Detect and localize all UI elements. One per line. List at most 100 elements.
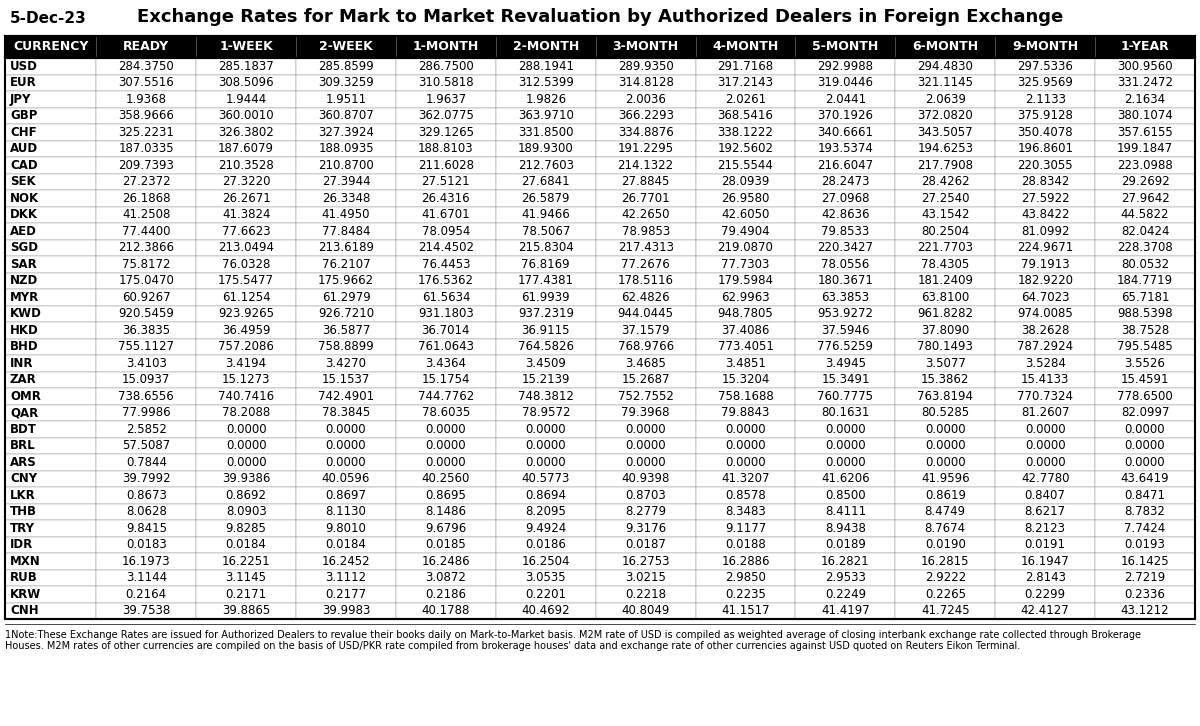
Text: 77.9986: 77.9986: [122, 407, 170, 419]
Bar: [197, 355, 296, 372]
Bar: [796, 355, 895, 372]
Text: 182.9220: 182.9220: [1018, 274, 1073, 287]
Text: 78.2088: 78.2088: [222, 407, 270, 419]
Bar: [197, 338, 296, 355]
Bar: [696, 470, 796, 487]
Text: 2.0441: 2.0441: [824, 93, 866, 106]
Text: 2.1634: 2.1634: [1124, 93, 1165, 106]
Text: SEK: SEK: [10, 175, 36, 188]
Text: 16.2815: 16.2815: [922, 555, 970, 568]
Text: 187.0335: 187.0335: [119, 142, 174, 155]
Text: 228.3708: 228.3708: [1117, 241, 1172, 254]
Text: 920.5459: 920.5459: [119, 307, 174, 320]
Text: 0.0188: 0.0188: [725, 538, 766, 551]
Text: 26.2671: 26.2671: [222, 192, 270, 205]
Bar: [696, 388, 796, 404]
Bar: [595, 256, 696, 272]
Text: 15.3491: 15.3491: [821, 373, 870, 386]
Text: 360.0010: 360.0010: [218, 109, 274, 122]
Bar: [696, 537, 796, 553]
Bar: [1096, 256, 1195, 272]
Text: 1.9368: 1.9368: [126, 93, 167, 106]
Bar: [296, 58, 396, 75]
Text: 770.7324: 770.7324: [1018, 390, 1073, 403]
Text: 81.0992: 81.0992: [1021, 225, 1069, 237]
Bar: [496, 421, 595, 438]
Bar: [296, 206, 396, 223]
Bar: [796, 289, 895, 306]
Bar: [5, 272, 96, 289]
Text: 191.2295: 191.2295: [618, 142, 673, 155]
Bar: [1096, 75, 1195, 91]
Text: 370.1926: 370.1926: [817, 109, 874, 122]
Text: 8.0628: 8.0628: [126, 505, 167, 518]
Text: 220.3427: 220.3427: [817, 241, 874, 254]
Text: 787.2924: 787.2924: [1018, 340, 1073, 354]
Text: 38.7528: 38.7528: [1121, 324, 1169, 337]
Bar: [696, 421, 796, 438]
Bar: [197, 91, 296, 107]
Text: 0.2186: 0.2186: [426, 588, 467, 600]
Text: 175.5477: 175.5477: [218, 274, 274, 287]
Bar: [696, 372, 796, 388]
Bar: [796, 240, 895, 256]
Bar: [396, 537, 496, 553]
Bar: [895, 141, 995, 157]
Bar: [96, 454, 197, 470]
Bar: [796, 75, 895, 91]
Text: 77.7303: 77.7303: [721, 258, 769, 271]
Text: 0.8407: 0.8407: [1025, 489, 1066, 502]
Text: 41.3824: 41.3824: [222, 208, 270, 221]
Bar: [1096, 322, 1195, 338]
Bar: [197, 322, 296, 338]
Text: ZAR: ZAR: [10, 373, 37, 386]
Text: 189.9300: 189.9300: [518, 142, 574, 155]
Bar: [1096, 537, 1195, 553]
Bar: [496, 322, 595, 338]
Bar: [995, 306, 1096, 322]
Text: OMR: OMR: [10, 390, 41, 403]
Bar: [1096, 124, 1195, 141]
Text: 40.2560: 40.2560: [421, 472, 470, 485]
Bar: [96, 75, 197, 91]
Text: 8.2123: 8.2123: [1025, 522, 1066, 535]
Bar: [496, 372, 595, 388]
Text: 41.9596: 41.9596: [920, 472, 970, 485]
Bar: [96, 240, 197, 256]
Text: 773.4051: 773.4051: [718, 340, 774, 354]
Text: 41.6701: 41.6701: [421, 208, 470, 221]
Bar: [496, 470, 595, 487]
Text: 215.5544: 215.5544: [718, 159, 774, 172]
Text: 358.9666: 358.9666: [119, 109, 174, 122]
Bar: [396, 157, 496, 174]
Bar: [96, 157, 197, 174]
Text: 3.5526: 3.5526: [1124, 356, 1165, 370]
Bar: [696, 190, 796, 206]
Text: 1.9637: 1.9637: [425, 93, 467, 106]
Bar: [496, 504, 595, 520]
Text: 16.2452: 16.2452: [322, 555, 371, 568]
Bar: [197, 603, 296, 619]
Text: 742.4901: 742.4901: [318, 390, 374, 403]
Text: 8.0903: 8.0903: [226, 505, 266, 518]
Bar: [696, 206, 796, 223]
Bar: [995, 157, 1096, 174]
Text: 8.3483: 8.3483: [725, 505, 766, 518]
Bar: [5, 388, 96, 404]
Text: 340.6661: 340.6661: [817, 126, 874, 139]
Text: 76.8169: 76.8169: [522, 258, 570, 271]
Text: 27.3220: 27.3220: [222, 175, 270, 188]
Text: 7.7424: 7.7424: [1124, 522, 1165, 535]
Text: 209.7393: 209.7393: [119, 159, 174, 172]
Bar: [5, 256, 96, 272]
Text: 0.8500: 0.8500: [826, 489, 865, 502]
Bar: [296, 124, 396, 141]
Text: EUR: EUR: [10, 76, 37, 89]
Text: 0.0183: 0.0183: [126, 538, 167, 551]
Text: 78.3845: 78.3845: [322, 407, 370, 419]
Bar: [296, 75, 396, 91]
Text: 0.0191: 0.0191: [1025, 538, 1066, 551]
Bar: [995, 520, 1096, 537]
Text: 1.9444: 1.9444: [226, 93, 266, 106]
Text: 36.3835: 36.3835: [122, 324, 170, 337]
